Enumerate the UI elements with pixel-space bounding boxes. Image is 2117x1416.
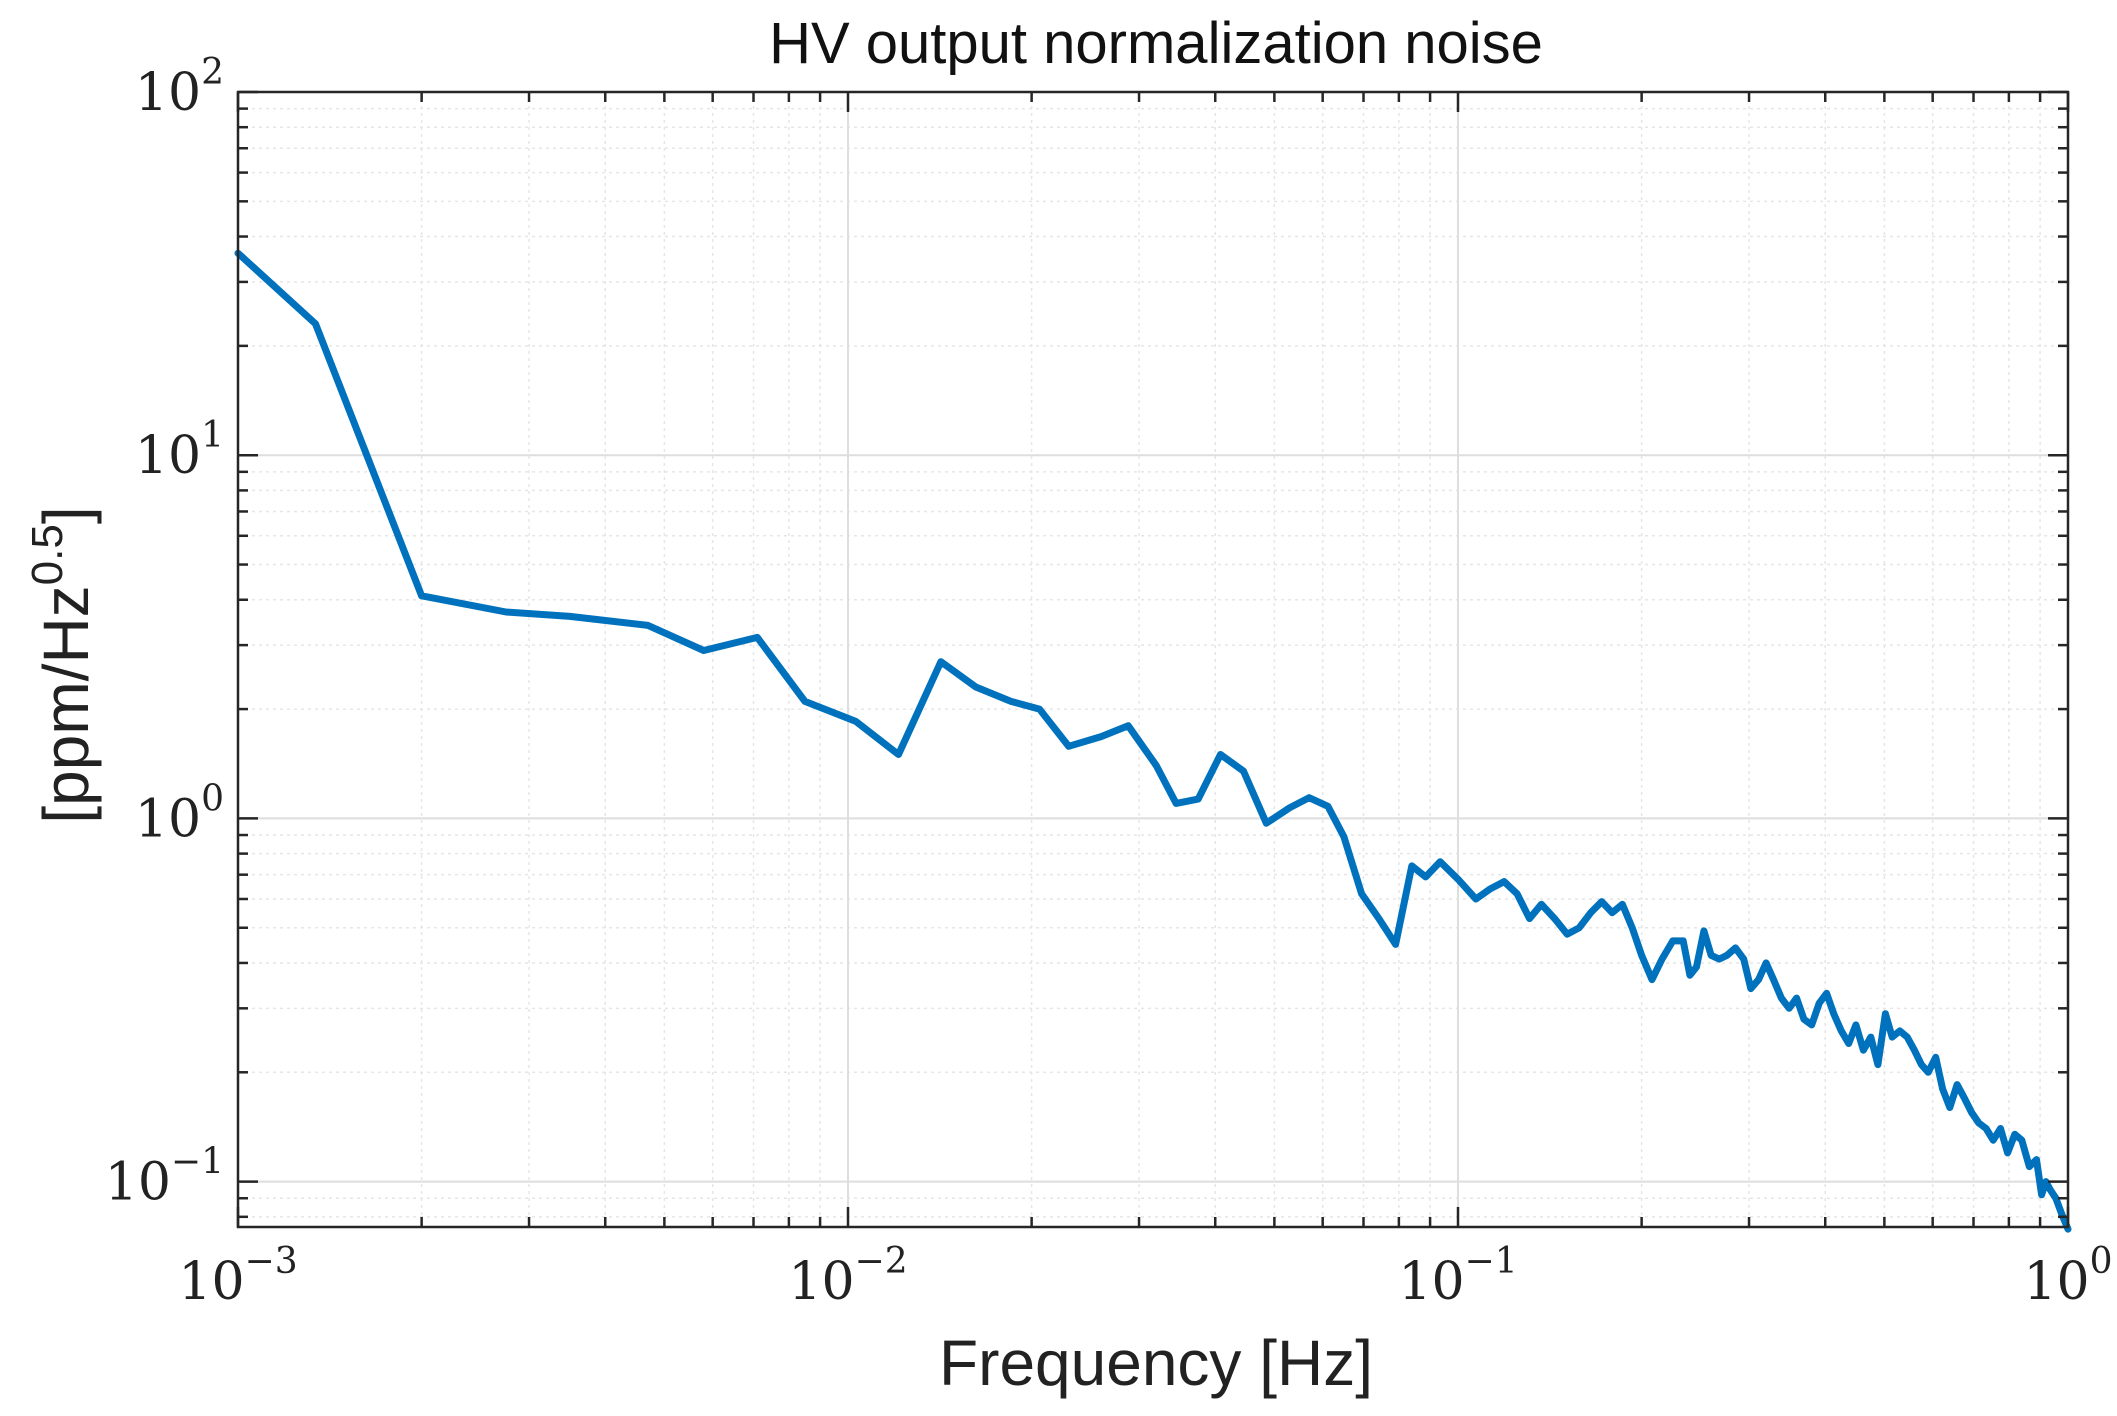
series-layer <box>234 249 2072 1233</box>
y-tick-label: 100 <box>135 778 224 849</box>
minor-grid <box>238 92 2068 1227</box>
x-tick-label-exponent: 0 <box>2090 1241 2113 1282</box>
y-tick-label: 102 <box>135 52 224 123</box>
y-tick-label-base: 10 <box>135 426 201 486</box>
y-tick-label-exponent: 0 <box>201 778 224 819</box>
y-axis-label-base: [ppm/Hz <box>30 585 102 823</box>
x-tick-label: 100 <box>2023 1241 2112 1312</box>
y-tick-label: 101 <box>135 415 224 486</box>
y-tick-label-base: 10 <box>105 1153 171 1213</box>
x-tick-label-exponent: −1 <box>1465 1241 1518 1282</box>
chart-title: HV output normalization noise <box>769 11 1543 76</box>
y-tick-label-base: 10 <box>135 63 201 123</box>
y-axis-label: [ppm/Hz0.5] <box>23 506 102 823</box>
y-tick-label-exponent: 1 <box>201 415 224 456</box>
x-tick-label-base: 10 <box>788 1252 854 1312</box>
y-tick-label-exponent: −1 <box>171 1142 224 1183</box>
y-tick-label-exponent: 2 <box>201 52 224 93</box>
x-tick-label: 10−3 <box>178 1241 297 1312</box>
x-tick-label-base: 10 <box>178 1252 244 1312</box>
x-tick-label-exponent: −3 <box>245 1241 298 1282</box>
tick-marks <box>236 90 2070 1227</box>
x-axis-label: Frequency [Hz] <box>939 1327 1373 1399</box>
x-tick-label: 10−2 <box>788 1241 907 1312</box>
y-axis-label-exponent: 0.5 <box>23 524 72 585</box>
y-tick-label-base: 10 <box>135 789 201 849</box>
series-line-0 <box>234 249 2072 1233</box>
y-tick-label: 10−1 <box>105 1142 224 1213</box>
x-tick-labels: 10−3 10−2 10−1 100 <box>178 1241 2112 1312</box>
x-tick-label-exponent: −2 <box>855 1241 908 1282</box>
x-tick-label-base: 10 <box>2023 1252 2089 1312</box>
x-tick-label-base: 10 <box>1398 1252 1464 1312</box>
plot-frame <box>236 90 2070 1229</box>
x-tick-label: 10−1 <box>1398 1241 1517 1312</box>
y-axis-label-close: ] <box>30 506 102 524</box>
